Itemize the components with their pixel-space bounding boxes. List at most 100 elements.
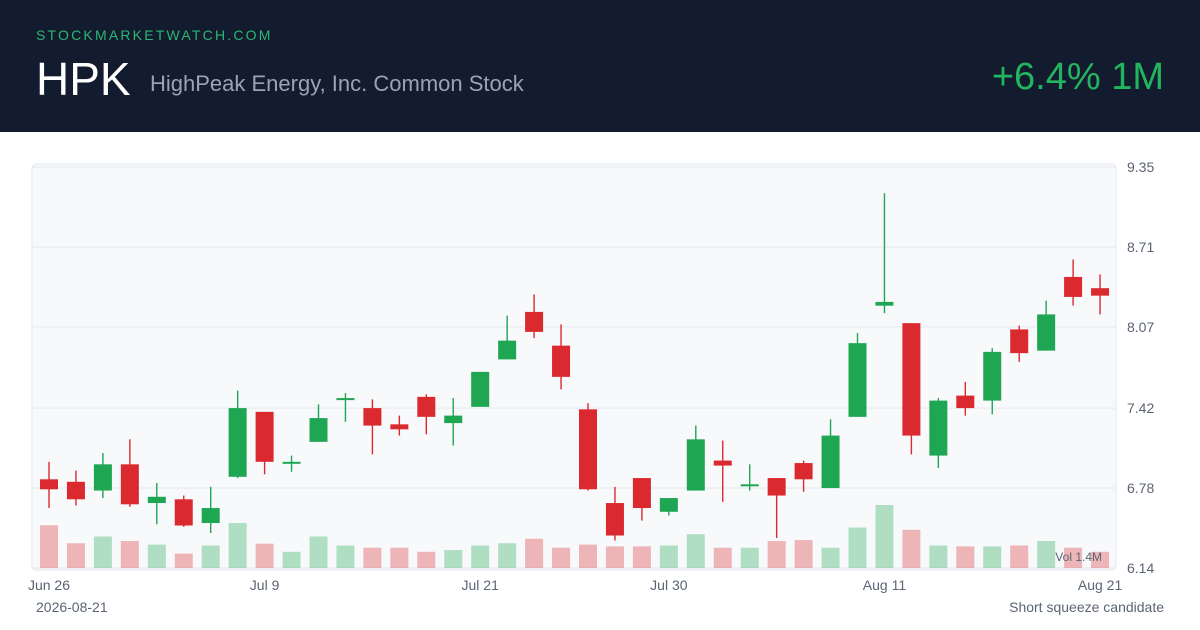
candle-body [390,424,409,430]
volume-bar [552,547,571,568]
volume-bar [336,545,355,568]
candle-body [282,461,301,464]
candle-body [605,503,624,536]
volume-bar [444,550,463,568]
volume-bar [255,543,274,568]
candle-body [767,478,786,496]
candle-body [956,395,975,409]
volume-bar [875,505,894,568]
volume-bar [956,546,975,568]
x-tick-label: Aug 11 [863,577,907,593]
candle-body [794,463,813,480]
y-tick-label: 6.78 [1127,480,1154,496]
y-tick-label: 8.07 [1127,319,1154,335]
x-tick-label: Aug 21 [1078,577,1123,593]
volume-bar [525,538,544,568]
volume-bar [282,551,301,568]
candle-body [93,464,112,491]
volume-bar [713,547,732,568]
volume-bar [1010,545,1029,568]
volume-bars [40,505,1110,568]
volume-bar [66,543,85,568]
candle-body [875,301,894,306]
x-axis: Jun 26 Jul 9 Jul 21 Jul 30 Aug 11 Aug 21 [28,577,1122,593]
volume-bar [1091,551,1110,568]
volume-bar [363,547,382,568]
y-tick-label: 6.14 [1127,560,1154,576]
volume-bar [632,546,651,568]
candle-body [821,435,840,489]
volume-label: Vol 1.4M [1055,550,1102,564]
volume-bar [201,545,220,568]
y-tick-label: 9.35 [1127,159,1154,175]
volume-bar [767,541,786,568]
y-axis: 9.35 8.71 8.07 7.42 6.78 6.14 [1127,159,1154,576]
candle-body [848,343,867,417]
candle-body [632,478,651,509]
volume-bar [174,553,193,568]
volume-bar [1064,547,1083,568]
candle-body [686,439,705,491]
candle-body [40,479,58,490]
volume-bar [417,551,436,568]
candle-body [929,400,948,456]
site-name[interactable]: STOCKMARKETWATCH.COM [36,27,273,43]
candle-body [983,351,1002,401]
candle-body [336,398,355,401]
plot-area [31,163,1117,571]
volume-bar [390,547,409,568]
candle-body [1064,276,1083,297]
volume-bar [309,536,328,568]
candle-body [417,396,436,417]
ticker-symbol: HPK [36,53,131,105]
header-banner: STOCKMARKETWATCH.COM HPK HighPeak Energy… [0,0,1200,132]
candle-body [471,371,490,407]
chart-note: Short squeeze candidate [1009,599,1164,615]
candle-body [902,323,921,436]
candle-body [174,499,193,526]
volume-bar [848,527,867,568]
y-tick-label: 7.42 [1127,400,1154,416]
volume-bar [228,523,247,568]
candle-body [228,408,247,477]
company-name: HighPeak Energy, Inc. Common Stock [150,71,524,96]
volume-bar [471,545,490,568]
y-tick-label: 8.71 [1127,239,1154,255]
x-tick-label: Jul 9 [250,577,280,593]
chart-date: 2026-08-21 [36,599,108,615]
volume-bar [93,536,112,568]
volume-bar [794,540,813,568]
candle-body [201,508,220,524]
volume-bar [983,546,1002,568]
candle-body [309,418,328,442]
candle-body [659,498,678,512]
volume-bar [579,544,597,568]
candle-body [120,464,139,505]
candle-body [525,311,544,332]
candle-body [363,408,382,426]
candle-body [1037,314,1056,351]
volume-bar [740,547,759,568]
candle-body [444,415,463,424]
candle-body [255,411,274,462]
volume-bar [929,545,948,568]
candle-body [1091,288,1110,296]
volume-bar [498,543,517,568]
candle-body [1010,329,1029,354]
x-tick-label: Jul 21 [462,577,500,593]
volume-bar [120,541,139,568]
volume-bar [902,529,921,568]
x-tick-label: Jun 26 [28,577,70,593]
candle-body [740,484,759,487]
candle-body [498,340,517,360]
candle-body [713,460,732,466]
volume-bar [659,545,678,568]
candle-body [66,481,85,500]
volume-bar [1037,541,1056,568]
volume-bar [40,525,58,568]
price-change: +6.4% 1M [991,56,1164,98]
candles [40,193,1110,541]
volume-bar [147,544,166,568]
candle-body [147,496,166,504]
